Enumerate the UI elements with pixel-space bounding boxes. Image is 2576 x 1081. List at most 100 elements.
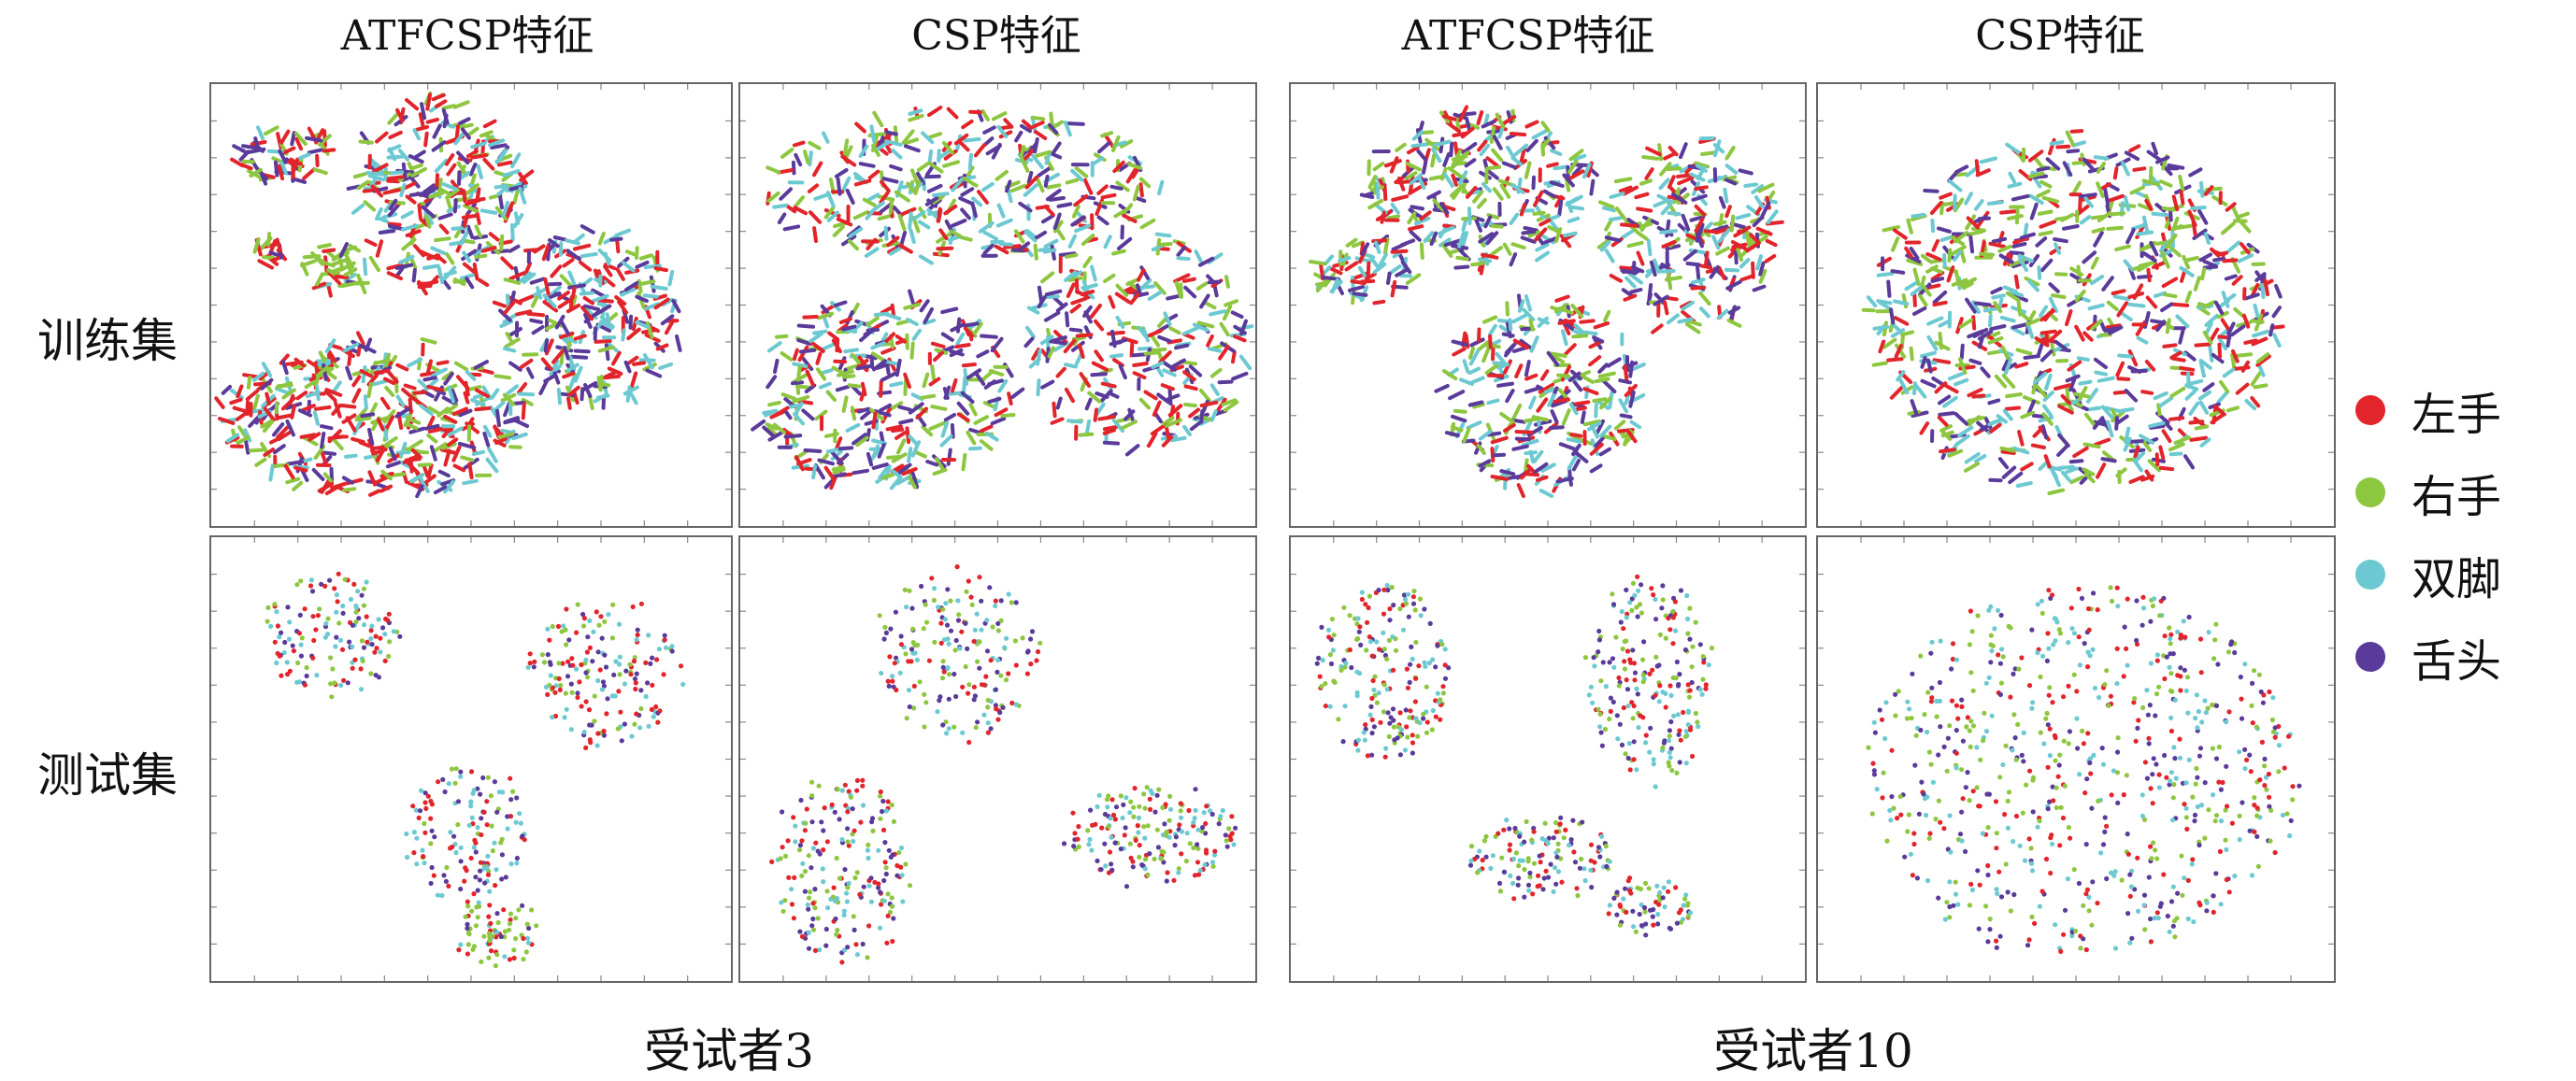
- data-point: [1882, 337, 1897, 349]
- data-point: [1755, 254, 1763, 271]
- data-point: [818, 381, 832, 390]
- data-point: [2182, 254, 2191, 270]
- data-point: [995, 669, 1000, 675]
- data-point: [995, 218, 1013, 228]
- data-point: [508, 271, 526, 281]
- data-point: [338, 403, 357, 409]
- data-point: [1609, 274, 1623, 283]
- data-point: [232, 405, 248, 413]
- data-point: [621, 261, 636, 273]
- data-point: [1561, 408, 1571, 426]
- data-point: [1524, 294, 1532, 312]
- data-point: [1485, 156, 1499, 168]
- data-point: [1405, 171, 1418, 180]
- data-point: [994, 244, 1009, 255]
- data-point: [630, 604, 636, 610]
- data-point: [498, 933, 504, 940]
- data-point: [486, 914, 492, 919]
- data-point: [1105, 804, 1110, 810]
- data-point: [1124, 444, 1140, 457]
- data-point: [375, 216, 389, 223]
- data-point: [1491, 148, 1504, 163]
- data-point: [1183, 384, 1198, 391]
- data-point: [494, 911, 500, 917]
- data-point: [1145, 823, 1151, 829]
- data-point: [425, 359, 433, 375]
- data-point: [773, 405, 790, 418]
- data-point: [946, 641, 952, 647]
- data-point: [643, 660, 649, 665]
- data-point: [422, 820, 427, 827]
- data-point: [909, 605, 915, 611]
- data-point: [2253, 383, 2268, 390]
- data-point: [446, 163, 457, 177]
- data-point: [448, 846, 453, 851]
- data-point: [872, 201, 885, 212]
- data-point: [360, 658, 365, 663]
- data-point: [1442, 172, 1454, 188]
- data-point: [505, 826, 510, 832]
- data-point: [2230, 352, 2237, 369]
- data-point: [1958, 357, 1968, 375]
- data-point: [631, 659, 637, 664]
- data-point: [1891, 236, 1900, 252]
- data-point: [1199, 409, 1205, 424]
- data-point: [1745, 241, 1760, 253]
- data-point: [437, 469, 451, 478]
- data-point: [236, 384, 244, 399]
- data-point: [1449, 141, 1454, 158]
- data-point: [314, 673, 320, 678]
- data-point: [1519, 338, 1533, 350]
- data-point: [664, 318, 676, 335]
- data-point: [1477, 257, 1493, 263]
- data-point: [452, 780, 458, 786]
- data-point: [311, 467, 325, 481]
- data-point: [580, 251, 598, 259]
- data-point: [1734, 249, 1739, 265]
- data-point: [905, 426, 911, 445]
- data-point: [1513, 143, 1528, 156]
- data-point: [509, 291, 516, 306]
- data-point: [883, 865, 889, 871]
- data-point: [1711, 235, 1721, 250]
- axis-ticks: [1818, 84, 2334, 526]
- data-point: [1069, 304, 1081, 314]
- data-point: [1725, 279, 1742, 291]
- data-point: [1193, 787, 1198, 792]
- data-point: [1133, 837, 1138, 843]
- data-point: [998, 242, 1013, 247]
- data-point: [363, 394, 368, 410]
- data-point: [369, 623, 375, 629]
- data-point: [835, 436, 843, 450]
- data-point: [910, 640, 916, 646]
- data-point: [475, 915, 480, 920]
- data-point: [470, 790, 476, 796]
- data-point: [2136, 335, 2149, 345]
- data-point: [1112, 817, 1118, 822]
- data-point: [1330, 647, 1336, 653]
- data-point: [494, 952, 500, 958]
- data-point: [1912, 267, 1921, 286]
- data-point: [416, 815, 422, 820]
- data-point: [1484, 363, 1498, 376]
- data-point: [649, 706, 654, 712]
- data-point: [1467, 400, 1484, 407]
- data-point: [1953, 249, 1963, 262]
- data-point: [261, 255, 276, 260]
- data-point: [1176, 866, 1181, 872]
- data-point: [910, 168, 920, 185]
- data-point: [1084, 397, 1093, 411]
- column-title-csp-subject3: CSP特征: [911, 12, 1081, 60]
- data-point: [1422, 660, 1427, 665]
- data-point: [356, 616, 362, 621]
- data-point: [405, 416, 422, 425]
- data-point: [1934, 340, 1951, 351]
- data-point: [831, 465, 845, 472]
- data-point: [1694, 185, 1709, 192]
- data-point: [1160, 804, 1166, 810]
- data-point: [2068, 459, 2084, 464]
- data-point: [871, 462, 889, 470]
- data-point: [365, 171, 384, 177]
- data-point: [1391, 718, 1396, 723]
- data-point: [2049, 140, 2065, 146]
